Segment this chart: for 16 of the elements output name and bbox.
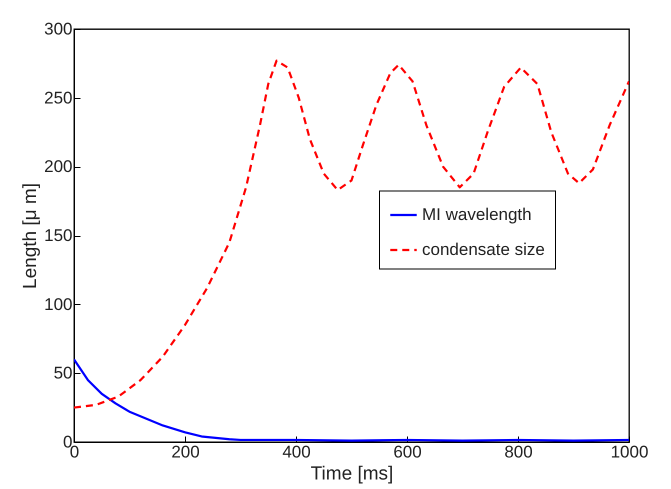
x-axis-title: Time [ms] [310, 464, 394, 484]
y-tick-label: 100 [44, 294, 72, 314]
x-tick-label: 800 [504, 442, 533, 462]
y-tick-label: 50 [54, 364, 72, 383]
y-axis-title: Length [μ m] [20, 182, 42, 290]
x-tick-label: 200 [171, 442, 200, 462]
y-tick-label: 150 [44, 226, 72, 245]
y-tick-label: 300 [44, 20, 72, 38]
y-tick-label: 200 [44, 157, 72, 176]
x-tick-label: 600 [393, 442, 422, 462]
legend-label: MI wavelength [422, 205, 532, 224]
y-tick-label: 250 [44, 88, 72, 108]
line-series [74, 60, 629, 409]
x-tick-label: 1000 [610, 442, 648, 462]
legend-label: condensate size [422, 240, 545, 259]
x-tick-label: 400 [282, 442, 311, 462]
